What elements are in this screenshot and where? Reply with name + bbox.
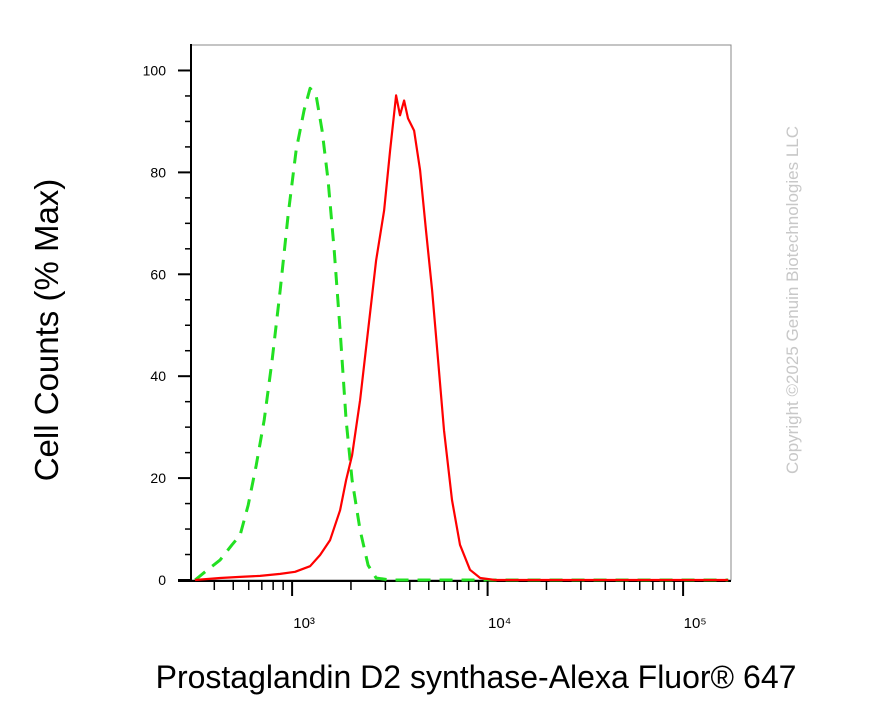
plot-frame — [190, 44, 732, 581]
y-axis-label: Cell Counts (% Max) — [28, 179, 65, 482]
x-axis-label: Prostaglandin D2 synthase-Alexa Fluor® 6… — [156, 659, 797, 695]
x-tick-label: 10³ — [293, 615, 315, 632]
x-tick-label: 10⁴ — [488, 615, 511, 632]
y-tick-label: 0 — [158, 572, 166, 588]
x-tick-label: 10⁵ — [684, 615, 707, 632]
histogram-line — [194, 86, 729, 582]
plot-lines — [194, 86, 729, 582]
y-tick-label: 40 — [150, 368, 166, 384]
y-tick-label: 20 — [150, 470, 166, 486]
histogram-line — [195, 94, 729, 582]
y-tick-label: 100 — [143, 62, 167, 78]
y-tick-label: 80 — [150, 164, 166, 180]
watermark: Copyright ©2025 Genuin Biotechnologies L… — [783, 126, 802, 474]
y-tick-label: 60 — [150, 266, 166, 282]
